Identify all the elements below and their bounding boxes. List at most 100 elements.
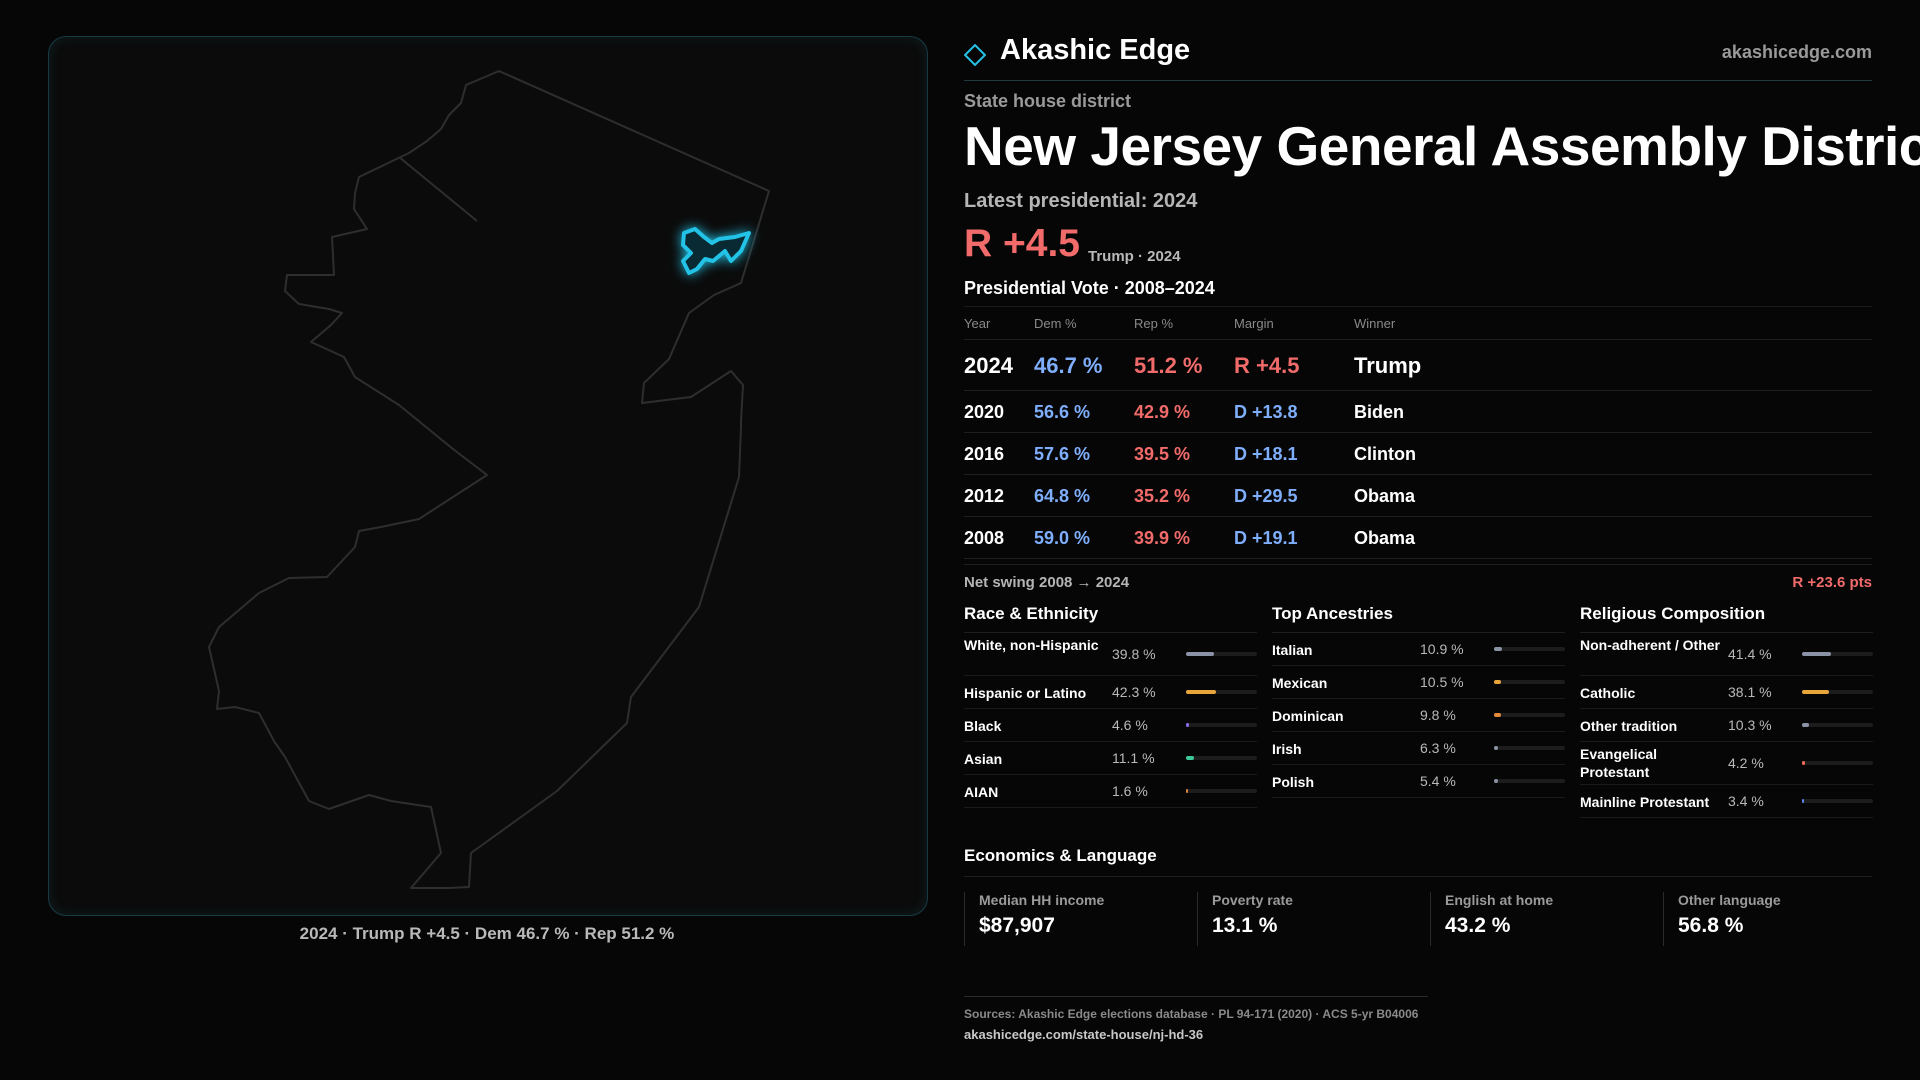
net-swing-value: R +23.6 pts <box>1792 574 1872 591</box>
table-row[interactable]: 2020 56.6 % 42.9 % D +13.8 Biden <box>964 391 1872 433</box>
bar-track <box>1186 652 1257 656</box>
item-pct: 5.4 % <box>1420 773 1456 789</box>
district-map[interactable] <box>49 37 927 915</box>
net-swing: Net swing 2008 → 2024 R +23.6 pts <box>964 564 1872 595</box>
item-name: Dominican <box>1272 708 1344 724</box>
item-name: Italian <box>1272 642 1313 658</box>
item-name: Hispanic or Latino <box>964 685 1087 701</box>
brand-url[interactable]: akashicedge.com <box>1721 42 1872 62</box>
cell-winner: Trump <box>1354 353 1422 378</box>
district-highlight[interactable] <box>681 227 751 275</box>
item-pct: 9.8 % <box>1420 707 1456 723</box>
bar-fill <box>1494 647 1502 651</box>
stat-label: English at home <box>1445 892 1554 908</box>
table-row[interactable]: 2016 57.6 % 39.5 % D +18.1 Clinton <box>964 433 1872 475</box>
cell-rep: 35.2 % <box>1134 486 1191 506</box>
sources-footer: Sources: Akashic Edge elections database… <box>964 996 1428 1042</box>
stat-value: 43.2 % <box>1445 914 1511 937</box>
page-title: New Jersey General Assembly District <box>964 115 1920 177</box>
bar-track <box>1802 723 1873 727</box>
source-link[interactable]: akashicedge.com/state-house/nj-hd-36 <box>964 1027 1204 1042</box>
sources-text: Sources: Akashic Edge elections database… <box>964 1007 1419 1021</box>
cell-dem: 64.8 % <box>1034 486 1091 506</box>
bar-track <box>1802 761 1873 765</box>
list-item: Mexican 10.5 % <box>1272 666 1565 699</box>
cell-winner: Obama <box>1354 486 1416 506</box>
item-pct: 41.4 % <box>1728 646 1772 662</box>
item-pct: 4.6 % <box>1112 717 1148 733</box>
list-item: Mainline Protestant 3.4 % <box>1580 785 1873 818</box>
bar-fill <box>1802 652 1832 656</box>
header-winner: Winner <box>1354 316 1396 331</box>
table-header: Year Dem % Rep % Margin Winner <box>964 306 1872 340</box>
item-name: Other tradition <box>1580 718 1678 734</box>
stat-value: $87,907 <box>979 914 1055 937</box>
cell-year: 2020 <box>964 402 1005 422</box>
bar-fill <box>1186 690 1217 694</box>
race-ethnicity-section: Race & Ethnicity White, non-Hispanic 39.… <box>964 600 1257 808</box>
state-inner-line <box>398 156 478 222</box>
cell-winner: Biden <box>1354 402 1405 422</box>
cell-dem: 46.7 % <box>1034 353 1103 378</box>
bar-track <box>1802 690 1873 694</box>
item-name: Mainline Protestant <box>1580 794 1710 810</box>
item-pct: 1.6 % <box>1112 783 1148 799</box>
headline-margin: R +4.5 <box>964 222 1080 265</box>
item-pct: 6.3 % <box>1420 740 1456 756</box>
list-item: Catholic 38.1 % <box>1580 676 1873 709</box>
bar-fill <box>1494 713 1501 717</box>
list-item: Black 4.6 % <box>964 709 1257 742</box>
item-pct: 42.3 % <box>1112 684 1156 700</box>
item-pct: 39.8 % <box>1112 646 1156 662</box>
table-row[interactable]: 2024 46.7 % 51.2 % R +4.5 Trump <box>964 340 1872 391</box>
cell-winner: Obama <box>1354 528 1416 548</box>
item-pct: 3.4 % <box>1728 793 1764 809</box>
item-pct: 38.1 % <box>1728 684 1772 700</box>
item-pct: 10.5 % <box>1420 674 1464 690</box>
section-title: Race & Ethnicity <box>964 600 1257 633</box>
list-item: Irish 6.3 % <box>1272 732 1565 765</box>
table-row[interactable]: 2008 59.0 % 39.9 % D +19.1 Obama <box>964 517 1872 559</box>
presidential-vote-table: Year Dem % Rep % Margin Winner 2024 46.7… <box>964 306 1872 559</box>
cell-year: 2024 <box>964 353 1013 378</box>
stat-label: Poverty rate <box>1212 892 1293 908</box>
cell-year: 2008 <box>964 528 1005 548</box>
stat-label: Median HH income <box>979 892 1105 908</box>
list-item: Asian 11.1 % <box>964 742 1257 775</box>
cell-dem: 57.6 % <box>1034 444 1091 464</box>
cell-margin: R +4.5 <box>1234 353 1300 378</box>
cell-rep: 51.2 % <box>1134 353 1203 378</box>
diamond-logo-icon <box>964 44 986 66</box>
list-item: Dominican 9.8 % <box>1272 699 1565 732</box>
list-item: Other tradition 10.3 % <box>1580 709 1873 742</box>
bar-track <box>1802 652 1873 656</box>
list-item: White, non-Hispanic 39.8 % <box>964 633 1257 676</box>
stat-value: 13.1 % <box>1212 914 1278 937</box>
item-name: Asian <box>964 751 1003 767</box>
list-item: Evangelical Protestant 4.2 % <box>1580 742 1873 785</box>
map-caption: 2024 · Trump R +4.5 · Dem 46.7 % · Rep 5… <box>299 924 675 943</box>
item-name: Irish <box>1272 741 1302 757</box>
presidential-vote-title: Presidential Vote · 2008–2024 <box>964 278 1215 298</box>
cell-margin: D +29.5 <box>1234 486 1298 506</box>
list-item: Italian 10.9 % <box>1272 633 1565 666</box>
bar-track <box>1186 723 1257 727</box>
header-margin: Margin <box>1234 316 1274 331</box>
latest-presidential-label: Latest presidential: 2024 <box>964 190 1198 212</box>
cell-winner: Clinton <box>1354 444 1416 464</box>
section-title: Top Ancestries <box>1272 600 1565 633</box>
stat-other-language: Other language 56.8 % <box>1663 892 1898 946</box>
bar-fill <box>1186 723 1190 727</box>
map-panel[interactable] <box>48 36 928 916</box>
economics-title: Economics & Language <box>964 846 1872 877</box>
item-pct: 4.2 % <box>1728 755 1764 771</box>
district-type: State house district <box>964 91 1132 111</box>
cell-dem: 59.0 % <box>1034 528 1091 548</box>
table-row[interactable]: 2012 64.8 % 35.2 % D +29.5 Obama <box>964 475 1872 517</box>
item-name: AIAN <box>964 784 999 800</box>
bar-fill <box>1494 779 1498 783</box>
stat-label: Other language <box>1678 892 1781 908</box>
cell-dem: 56.6 % <box>1034 402 1091 422</box>
stat-poverty-rate: Poverty rate 13.1 % <box>1197 892 1432 946</box>
brand-header: Akashic Edge akashicedge.com <box>964 32 1872 81</box>
